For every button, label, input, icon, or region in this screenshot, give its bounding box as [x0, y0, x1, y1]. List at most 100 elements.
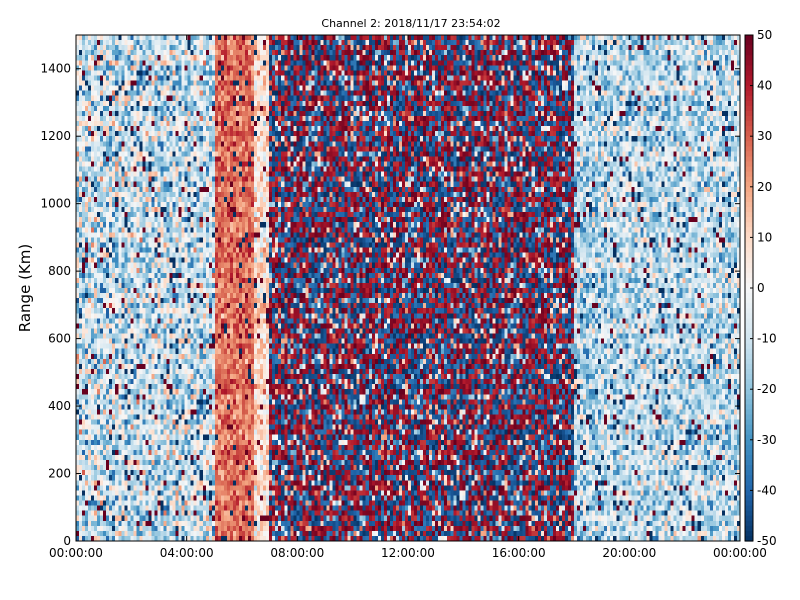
colorbar-segment [745, 247, 753, 254]
chart-title: Channel 2: 2018/11/17 23:54:02 [321, 17, 500, 30]
y-axis: 0 200 400 600 800 1000 1200 1400 [40, 62, 740, 548]
colorbar-segment [745, 515, 753, 522]
colorbar-segment [745, 212, 753, 218]
colorbar-segment [745, 115, 753, 122]
colorbar-tick-label: -20 [757, 382, 777, 396]
colorbar-segment [745, 318, 753, 325]
colorbar-segment [745, 201, 753, 208]
colorbar-tick-label: -40 [757, 483, 777, 497]
colorbar-segment [745, 434, 753, 441]
colorbar-segment [745, 465, 753, 471]
colorbar-segment [745, 475, 753, 481]
colorbar-segment [745, 90, 753, 97]
colorbar-segment [745, 100, 753, 107]
colorbar-segment [745, 525, 753, 532]
colorbar-segment [745, 384, 753, 390]
heatmap-image [76, 35, 740, 541]
colorbar-tick-label: -10 [757, 332, 777, 346]
y-tick-label: 600 [48, 332, 71, 346]
colorbar-tick-label: 30 [757, 129, 772, 143]
colorbar-segment [745, 404, 753, 411]
colorbar-segment [745, 151, 753, 158]
colorbar-segment [745, 121, 753, 127]
colorbar-segment [745, 288, 753, 294]
colorbar-tick-label: 20 [757, 180, 772, 194]
colorbar-segment [745, 227, 753, 233]
x-axis: 00:00:00 04:00:00 08:00:00 12:00:00 16:00:00… [49, 35, 767, 560]
y-tick-label: 1400 [40, 62, 71, 76]
colorbar-segment [745, 146, 753, 152]
colorbar-segment [745, 379, 753, 385]
colorbar-segment [745, 105, 753, 112]
colorbar-tick-label: 0 [757, 281, 765, 295]
colorbar-segment [745, 156, 753, 163]
colorbar-tick-label: 10 [757, 230, 772, 244]
colorbar-segment [745, 85, 753, 92]
colorbar-segment [745, 343, 753, 350]
colorbar-segment [745, 485, 753, 491]
colorbar-segment [745, 257, 753, 264]
colorbar-segment [745, 131, 753, 137]
x-tick-label: 04:00:00 [160, 546, 214, 560]
colorbar-segment [745, 323, 753, 330]
colorbar-segment [745, 313, 753, 319]
colorbar-segment [745, 80, 753, 87]
colorbar-segment [745, 535, 753, 542]
colorbar-segment [745, 363, 753, 370]
colorbar-segment [745, 338, 753, 345]
colorbar-segment [745, 293, 753, 299]
colorbar-segment [745, 298, 753, 304]
colorbar-segment [745, 510, 753, 517]
colorbar-segment [745, 232, 753, 238]
colorbar-segment [745, 60, 753, 66]
colorbar-segment [745, 262, 753, 269]
colorbar-segment [745, 505, 753, 512]
colorbar-segment [745, 35, 753, 41]
colorbar-segment [745, 267, 753, 274]
colorbar-segment [745, 308, 753, 314]
colorbar-segment [745, 176, 753, 183]
y-axis-label: Range (Km) [16, 244, 34, 332]
colorbar-segment [745, 368, 753, 375]
y-tick-label: 1000 [40, 197, 71, 211]
colorbar-segment [745, 161, 753, 168]
colorbar-segment [745, 181, 753, 188]
colorbar-segment [745, 191, 753, 198]
colorbar-segment [745, 454, 753, 461]
colorbar-segment [745, 358, 753, 365]
colorbar-segment [745, 439, 753, 446]
colorbar: 50 40 30 20 10 0 -10 -20 -30 -40 -50 [744, 28, 777, 548]
colorbar-segment [745, 126, 753, 132]
colorbar-tick-label: -30 [757, 433, 777, 447]
x-tick-label: 16:00:00 [492, 546, 546, 560]
colorbar-segment [745, 217, 753, 223]
colorbar-segment [745, 70, 753, 77]
colorbar-segment [745, 186, 753, 193]
y-tick-label: 0 [63, 534, 71, 548]
x-tick-label: 12:00:00 [381, 546, 435, 560]
colorbar-segment [745, 419, 753, 426]
colorbar-segment [745, 252, 753, 259]
colorbar-tick-label: 40 [757, 79, 772, 93]
colorbar-segment [745, 303, 753, 309]
colorbar-segment [745, 75, 753, 82]
colorbar-segment [745, 414, 753, 421]
colorbar-segment [745, 470, 753, 476]
colorbar-segment [745, 237, 753, 244]
colorbar-segment [745, 444, 753, 451]
colorbar-segment [745, 374, 753, 380]
x-tick-label: 08:00:00 [270, 546, 324, 560]
x-tick-label: 20:00:00 [602, 546, 656, 560]
colorbar-segment [745, 530, 753, 537]
colorbar-segment [745, 409, 753, 416]
colorbar-segment [745, 207, 753, 213]
colorbar-segment [745, 424, 753, 431]
colorbar-segment [745, 490, 753, 497]
colorbar-segment [745, 333, 753, 340]
x-tick-label: 00:00:00 [49, 546, 103, 560]
colorbar-segment [745, 222, 753, 228]
colorbar-tick-label: -50 [757, 534, 777, 548]
colorbar-segment [745, 136, 753, 142]
y-tick-label: 1200 [40, 129, 71, 143]
